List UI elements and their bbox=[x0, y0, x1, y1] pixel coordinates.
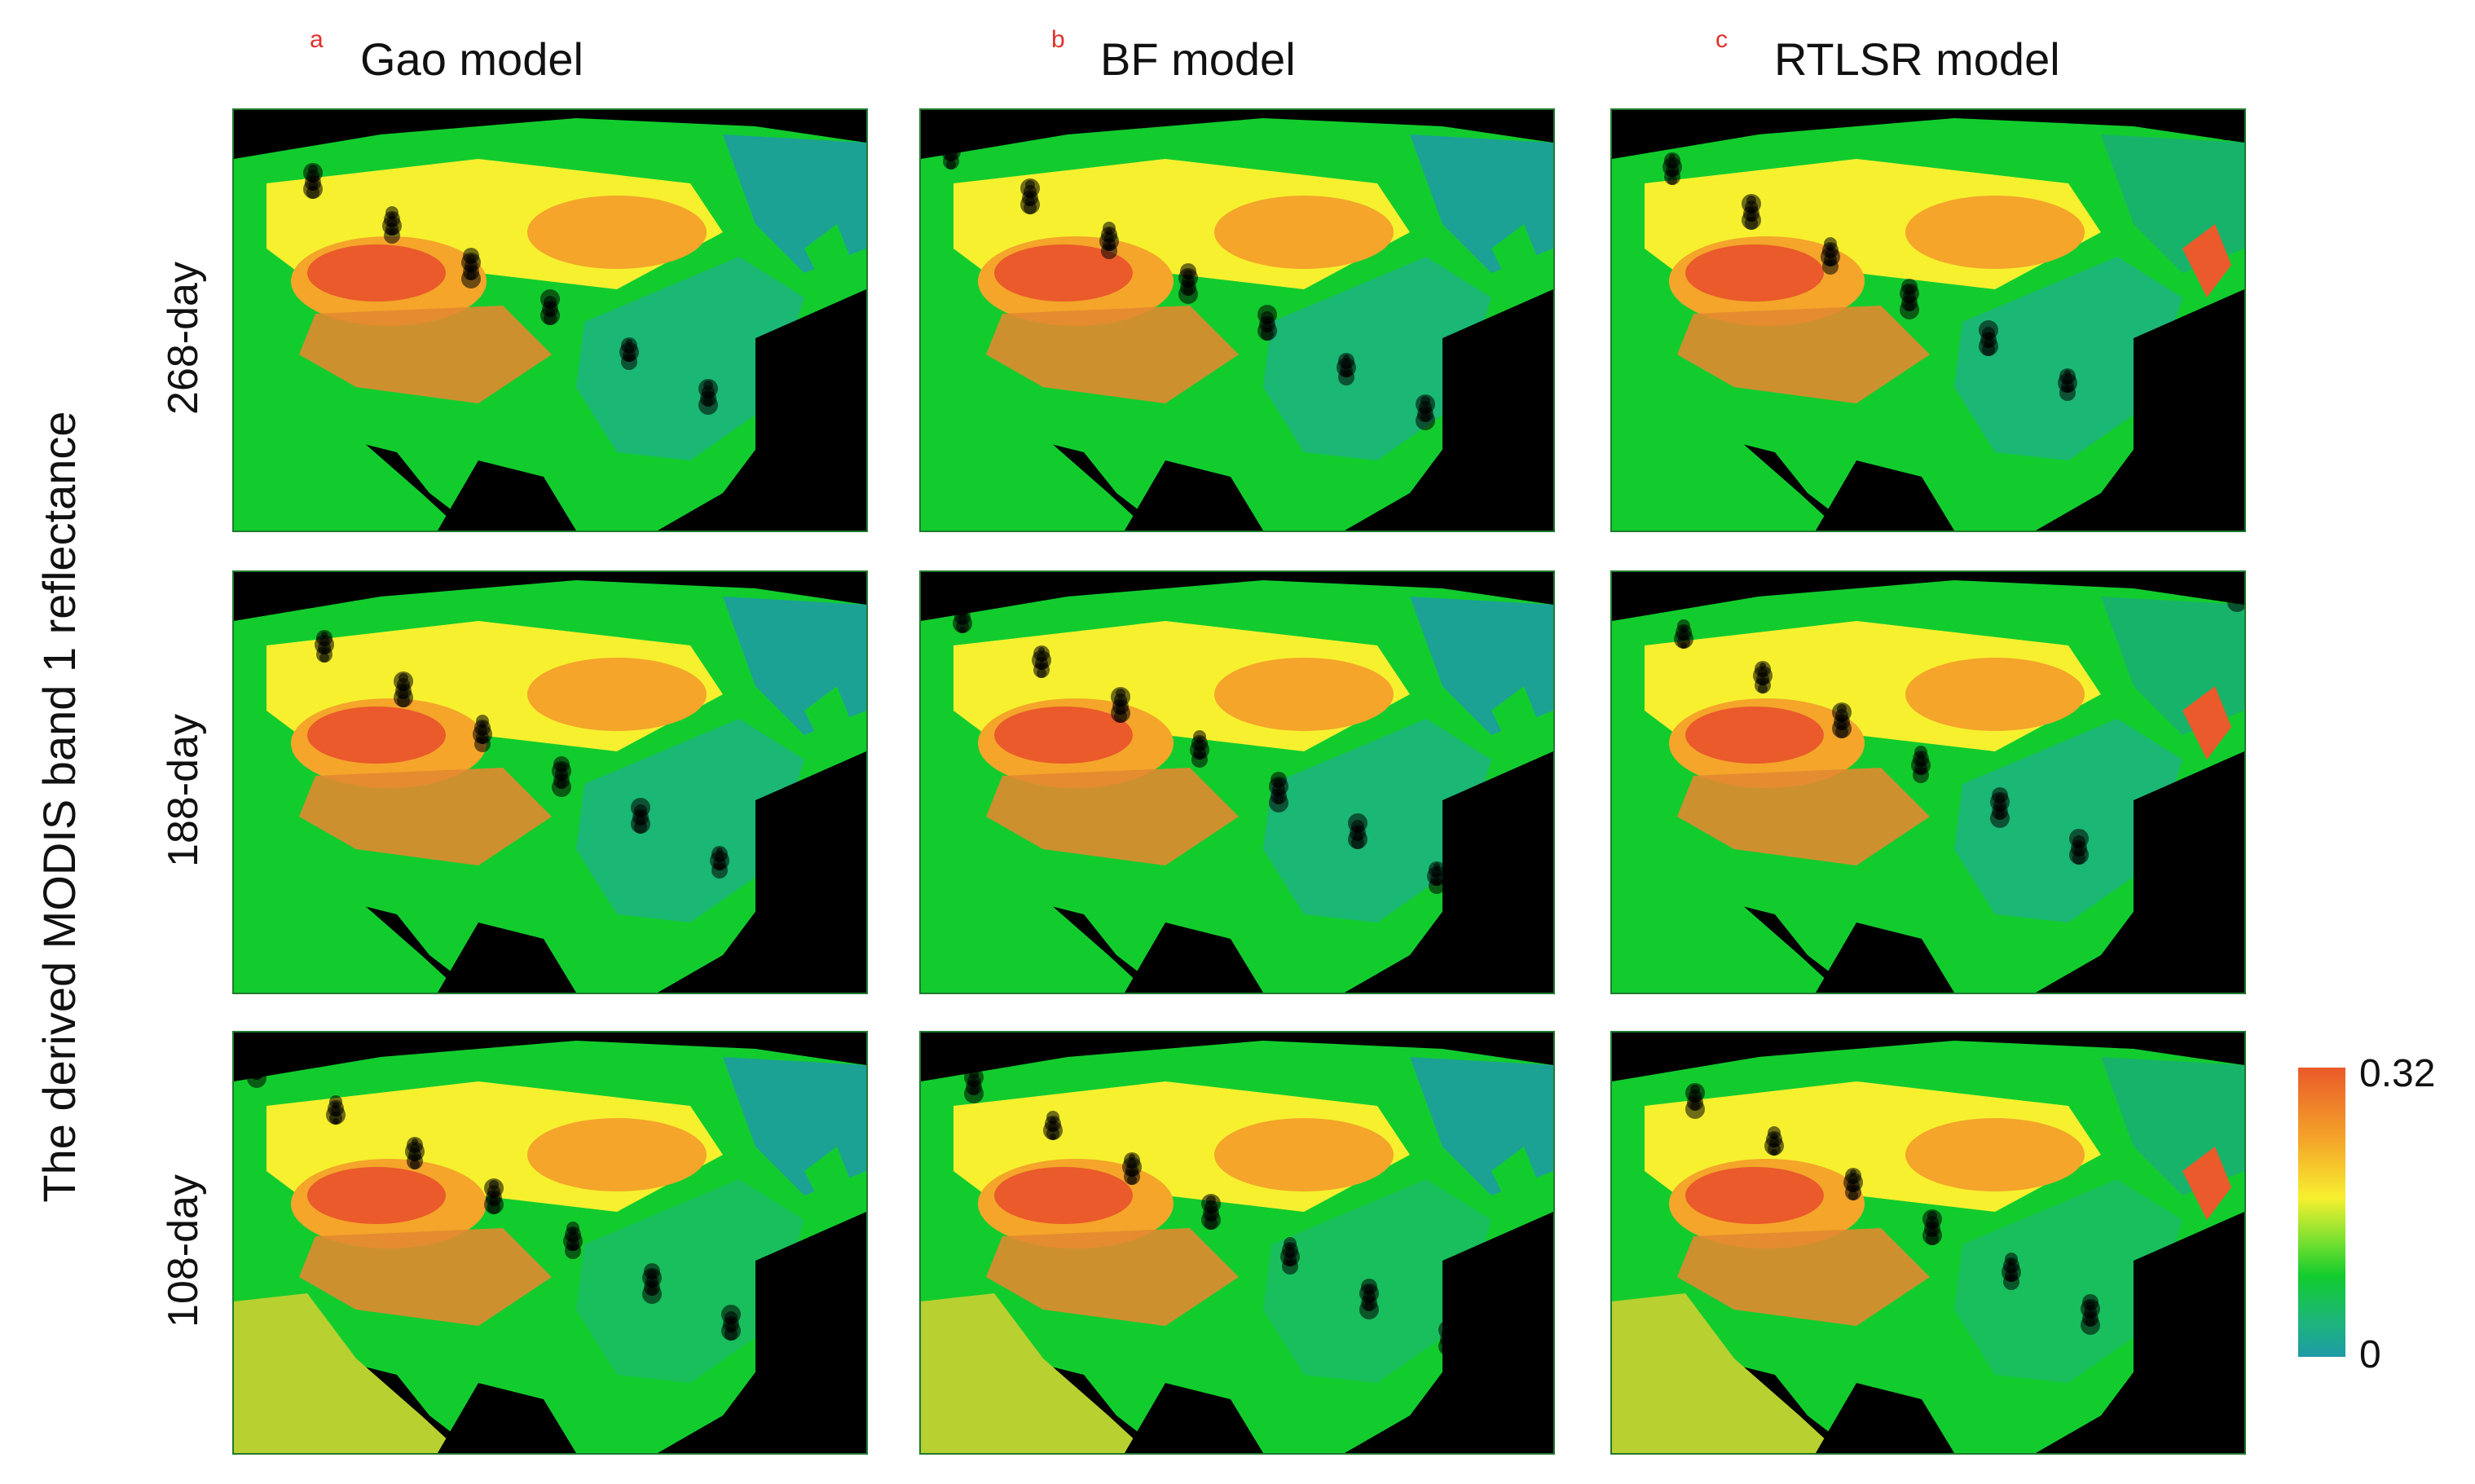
colorbar bbox=[2298, 1068, 2345, 1357]
column-title-gao: Gao model bbox=[360, 33, 584, 85]
panel-letter-b: b bbox=[1051, 26, 1065, 53]
map-gao-108 bbox=[232, 1031, 868, 1455]
map-gao-268 bbox=[232, 108, 868, 532]
column-header-c: c RTLSR model bbox=[1715, 26, 2204, 91]
map-rtlsr-268 bbox=[1610, 108, 2246, 532]
colorbar-min-label: 0 bbox=[2359, 1333, 2381, 1376]
map-bf-108 bbox=[919, 1031, 1555, 1455]
map-rtlsr-108 bbox=[1610, 1031, 2246, 1455]
column-title-rtlsr: RTLSR model bbox=[1774, 33, 2060, 85]
colorbar-max-label: 0.32 bbox=[2359, 1052, 2436, 1095]
panel-letter-a: a bbox=[310, 26, 324, 53]
row-label-268: 268-day bbox=[160, 262, 207, 415]
row-label-108: 108-day bbox=[160, 1174, 207, 1328]
panel-letter-c: c bbox=[1715, 26, 1728, 53]
column-header-b: b BF model bbox=[1051, 26, 1459, 91]
map-rtlsr-188 bbox=[1610, 570, 2246, 994]
map-gao-188 bbox=[232, 570, 868, 994]
row-label-188: 188-day bbox=[160, 714, 207, 867]
map-bf-268 bbox=[919, 108, 1555, 532]
column-title-bf: BF model bbox=[1100, 33, 1296, 85]
map-bf-188 bbox=[919, 570, 1555, 994]
column-header-a: a Gao model bbox=[310, 26, 717, 91]
y-axis-label: The derived MODIS band 1 reflectance bbox=[33, 411, 85, 1203]
